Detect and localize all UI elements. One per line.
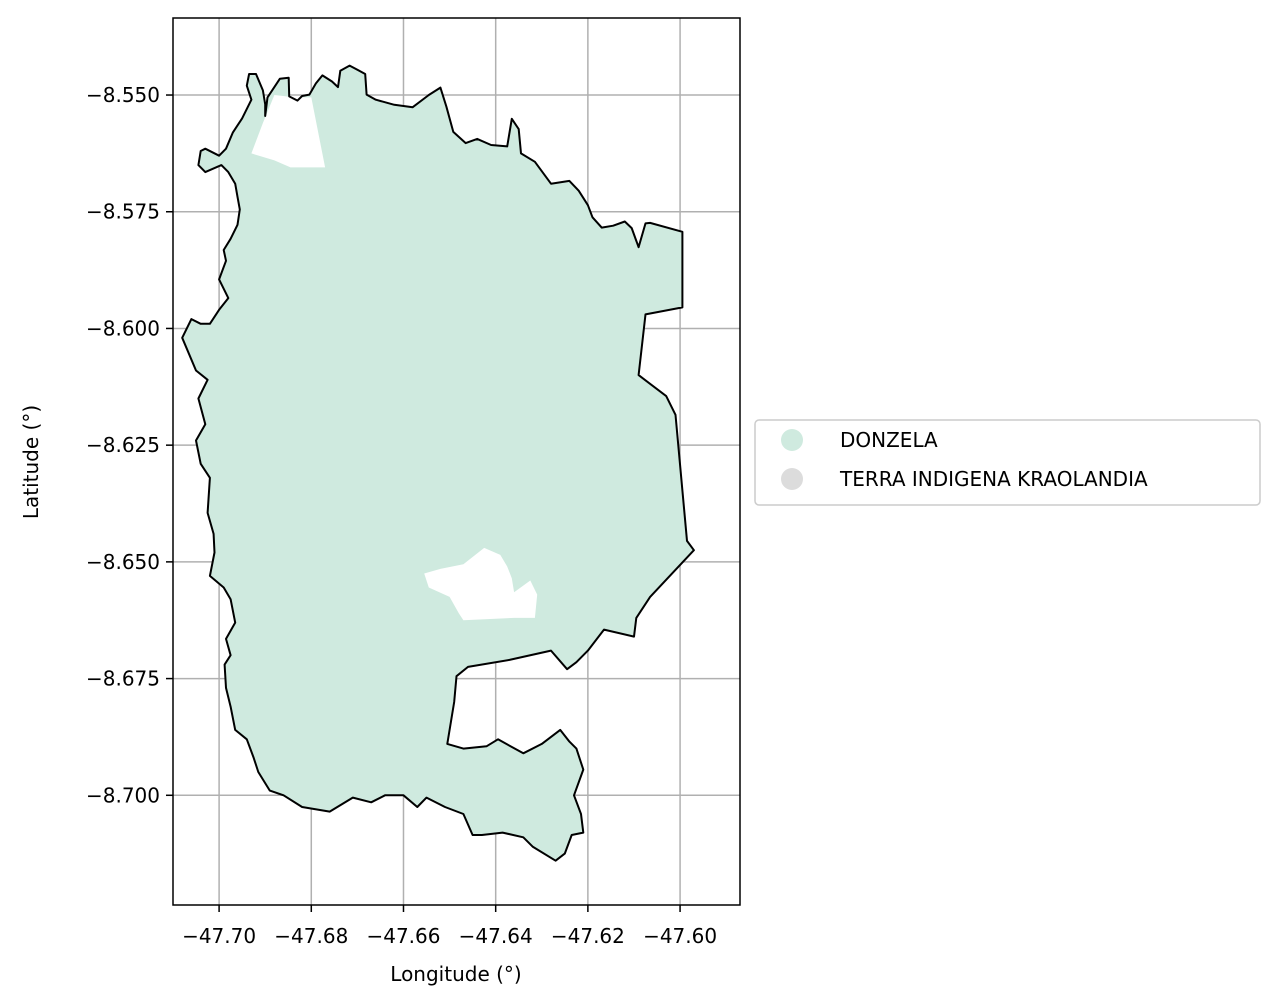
y-axis: −8.550 −8.575 −8.600 −8.625 −8.650 −8.675 −8.7… bbox=[86, 83, 173, 807]
y-tick-label: −8.625 bbox=[86, 433, 160, 457]
y-tick-label: −8.650 bbox=[86, 550, 160, 574]
x-tick-label: −47.62 bbox=[551, 924, 625, 948]
map-polygons bbox=[181, 64, 695, 862]
x-axis: −47.70 −47.68 −47.66 −47.64 −47.62 −47.60 bbox=[182, 905, 717, 948]
x-axis-label: Longitude (°) bbox=[390, 962, 521, 986]
x-tick-label: −47.60 bbox=[643, 924, 717, 948]
legend-box bbox=[754, 419, 1261, 506]
y-axis-label: Latitude (°) bbox=[19, 405, 43, 519]
x-tick-label: −47.66 bbox=[366, 924, 440, 948]
terra-indigena-kraolandia-boundary bbox=[181, 64, 695, 862]
legend-label: TERRA INDIGENA KRAOLANDIA bbox=[839, 467, 1148, 491]
y-tick-label: −8.700 bbox=[86, 783, 160, 807]
x-tick-label: −47.68 bbox=[274, 924, 348, 948]
cutout-center bbox=[424, 547, 538, 621]
legend-marker bbox=[781, 429, 803, 451]
y-tick-label: −8.575 bbox=[86, 200, 160, 224]
legend: DONZELA TERRA INDIGENA KRAOLANDIA bbox=[754, 419, 1261, 506]
x-tick-label: −47.70 bbox=[182, 924, 256, 948]
y-tick-label: −8.600 bbox=[86, 316, 160, 340]
cutout-northwest bbox=[251, 95, 326, 168]
x-tick-label: −47.64 bbox=[459, 924, 533, 948]
plot-frame bbox=[172, 17, 741, 906]
y-tick-label: −8.550 bbox=[86, 83, 160, 107]
donzela-area bbox=[182, 65, 694, 861]
legend-label: DONZELA bbox=[840, 428, 938, 452]
y-tick-label: −8.675 bbox=[86, 667, 160, 691]
legend-marker bbox=[781, 468, 803, 490]
